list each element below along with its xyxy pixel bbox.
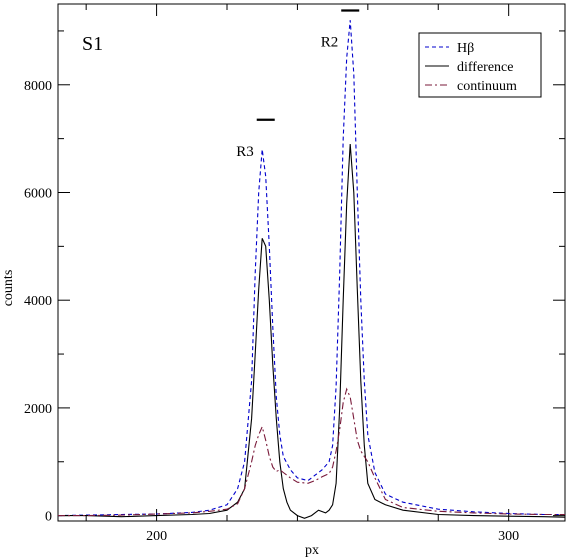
- legend-box: [418, 32, 542, 98]
- peak-label-r2: R2: [321, 34, 339, 50]
- legend-label-difference: difference: [457, 60, 513, 75]
- x-axis-label: px: [305, 543, 319, 558]
- series-line-difference: [58, 143, 566, 519]
- peak-annotations: R3 R2: [236, 9, 360, 160]
- legend-label-continuum: continuum: [457, 79, 517, 94]
- x-tick-label: 300: [498, 529, 519, 544]
- series-line-continuum: [58, 387, 565, 517]
- y-tick-label: 2000: [24, 402, 52, 417]
- y-tick-label: 6000: [24, 186, 52, 201]
- legend-label-hbeta: Hβ: [457, 41, 474, 56]
- plot-border: [57, 3, 566, 522]
- y-tick-label: 8000: [24, 79, 52, 94]
- series-lines: [57, 20, 566, 519]
- axis-tick-labels: 200 300 0 2000 4000 6000 8000: [24, 79, 519, 544]
- y-tick-label: 4000: [24, 294, 52, 309]
- axis-ticks: [58, 4, 565, 521]
- panel-label: S1: [82, 33, 103, 55]
- peak-label-r3: R3: [236, 144, 254, 160]
- series-line-hbeta: [57, 20, 565, 517]
- plot-frame: [57, 3, 566, 522]
- y-axis-label: counts: [1, 270, 16, 307]
- legend: Hβ difference continuum: [418, 32, 542, 98]
- x-tick-label: 200: [146, 529, 167, 544]
- y-tick-label: 0: [45, 510, 52, 525]
